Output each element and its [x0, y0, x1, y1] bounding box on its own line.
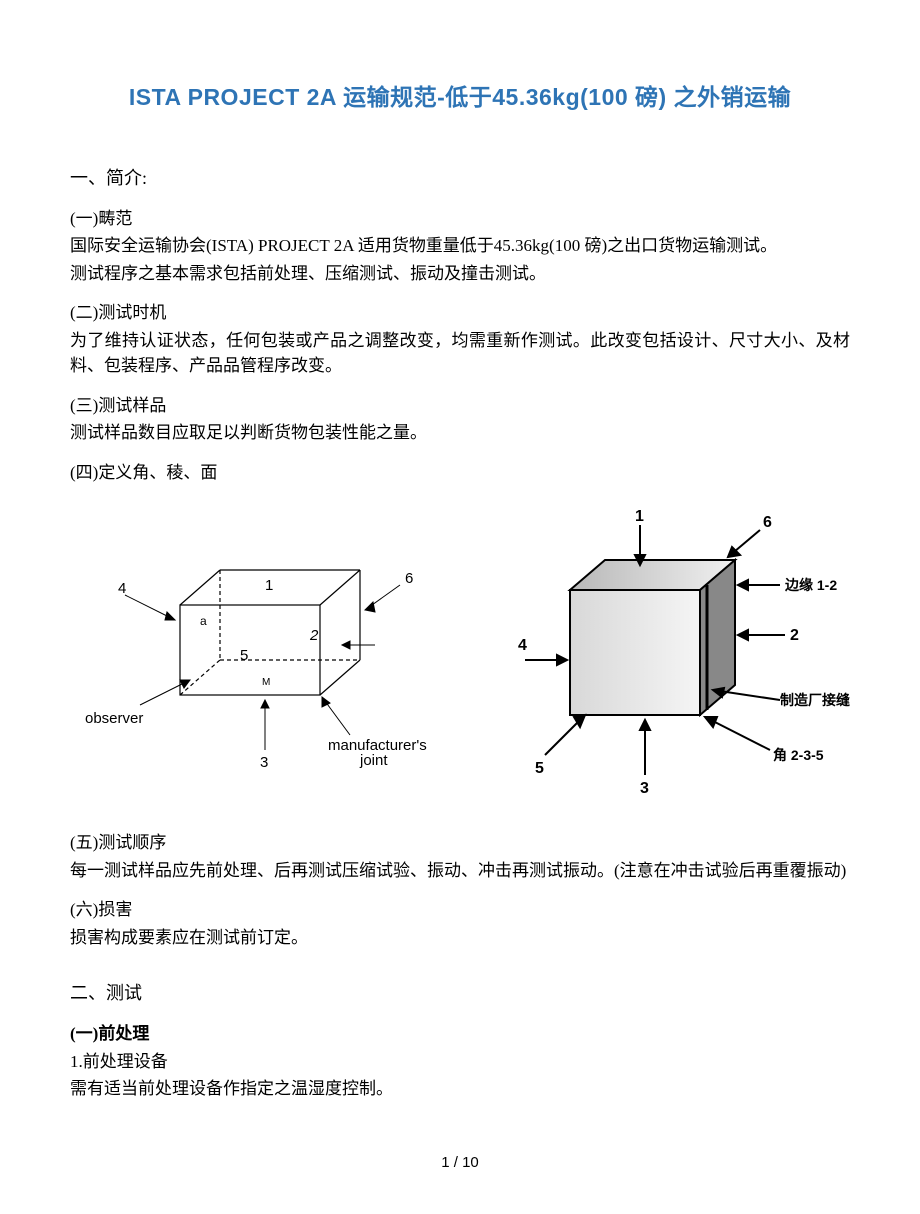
s1-p2-heading: (二)测试时机 — [70, 300, 850, 326]
page-footer: 1 / 10 — [70, 1152, 850, 1175]
s2-p1a: 1.前处理设备 — [70, 1049, 850, 1075]
s1-p6-heading: (六)损害 — [70, 897, 850, 923]
diag-l-2: 2 — [309, 627, 319, 644]
diag-r-edge: 边缘 1-2 — [784, 577, 837, 593]
diag-r-4: 4 — [518, 637, 527, 654]
s1-p4-heading: (四)定义角、稜、面 — [70, 460, 850, 486]
diag-r-3: 3 — [640, 780, 649, 797]
s2-p1b: 需有适当前处理设备作指定之温湿度控制。 — [70, 1076, 850, 1102]
s1-p1-heading: (一)畴范 — [70, 206, 850, 232]
diag-l-m: M — [262, 677, 270, 688]
section-1-heading: 一、简介: — [70, 165, 850, 192]
diag-l-mfr2: joint — [359, 752, 388, 769]
diag-l-4: 4 — [118, 580, 126, 597]
diag-l-observer: observer — [85, 710, 143, 727]
s1-p6a: 损害构成要素应在测试前订定。 — [70, 925, 850, 951]
s1-p5-heading: (五)测试顺序 — [70, 830, 850, 856]
s1-p3a: 测试样品数目应取足以判断货物包装性能之量。 — [70, 420, 850, 446]
section-2-heading: 二、测试 — [70, 980, 850, 1007]
s1-p3-heading: (三)测试样品 — [70, 393, 850, 419]
diag-r-seam: 制造厂接缝 — [780, 692, 850, 708]
s1-p1b: 测试程序之基本需求包括前处理、压缩测试、振动及撞击测试。 — [70, 261, 850, 287]
diag-r-6: 6 — [763, 514, 772, 531]
page-title: ISTA PROJECT 2A 运输规范-低于45.36kg(100 磅) 之外… — [70, 80, 850, 115]
s1-p1a: 国际安全运输协会(ISTA) PROJECT 2A 适用货物重量低于45.36k… — [70, 233, 850, 259]
s2-p1-heading: (一)前处理 — [70, 1021, 850, 1047]
s1-p5a: 每一测试样品应先前处理、后再测试压缩试验、振动、冲击再测试振动。(注意在冲击试验… — [70, 858, 850, 884]
diagram-right-solid: 1 6 边缘 1-2 2 4 制造厂接缝 5 3 角 2-3-5 — [470, 505, 850, 805]
diag-r-corner: 角 2-3-5 — [773, 747, 824, 763]
diag-r-5: 5 — [535, 760, 544, 777]
diagram-left-wireframe: 4 1 6 a 5 2 M 3 observer manufacturer's … — [70, 525, 440, 785]
diag-l-6: 6 — [405, 570, 413, 587]
diag-r-2: 2 — [790, 627, 799, 644]
diag-l-5: 5 — [240, 647, 248, 664]
diagram-row: 4 1 6 a 5 2 M 3 observer manufacturer's … — [70, 505, 850, 805]
diag-l-3: 3 — [260, 754, 268, 771]
diag-l-1: 1 — [265, 577, 273, 594]
diag-l-a: a — [200, 614, 207, 628]
diag-r-1: 1 — [635, 508, 644, 525]
s1-p2a: 为了维持认证状态，任何包装或产品之调整改变，均需重新作测试。此改变包括设计、尺寸… — [70, 328, 850, 379]
